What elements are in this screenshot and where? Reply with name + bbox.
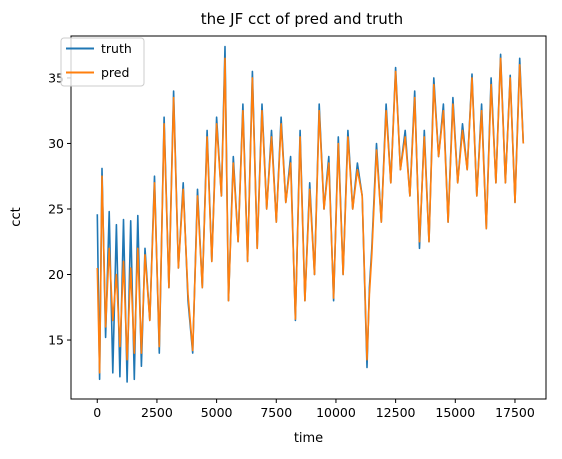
chart-title: the JF cct of pred and truth (201, 10, 403, 28)
x-tick-label: 0 (93, 405, 101, 420)
x-tick-label: 5000 (201, 405, 233, 420)
axis-ticks: 0 2500 5000 7500 10000 12500 15000 17500 15 20 25 3… (48, 70, 535, 420)
x-tick-label: 12500 (376, 405, 416, 420)
legend: truth pred (60, 37, 145, 87)
x-tick-label: 10000 (316, 405, 356, 420)
x-tick-label: 7500 (260, 405, 292, 420)
legend-label-truth: truth (101, 41, 132, 56)
y-tick-label: 25 (48, 201, 64, 216)
y-tick-label: 20 (48, 267, 64, 282)
plot-frame (70, 35, 547, 400)
plot-area (96, 45, 525, 383)
x-tick-label: 2500 (141, 405, 173, 420)
legend-box (60, 37, 145, 87)
y-tick-label: 15 (48, 333, 64, 348)
x-tick-label: 17500 (495, 405, 535, 420)
y-axis-label: cct (9, 207, 24, 226)
y-tick-label: 30 (48, 136, 64, 151)
x-axis-label: time (294, 431, 323, 446)
y-tick-label: 35 (48, 70, 64, 85)
series-line-pred (96, 57, 525, 374)
x-tick-label: 15000 (435, 405, 475, 420)
legend-label-pred: pred (101, 65, 129, 80)
